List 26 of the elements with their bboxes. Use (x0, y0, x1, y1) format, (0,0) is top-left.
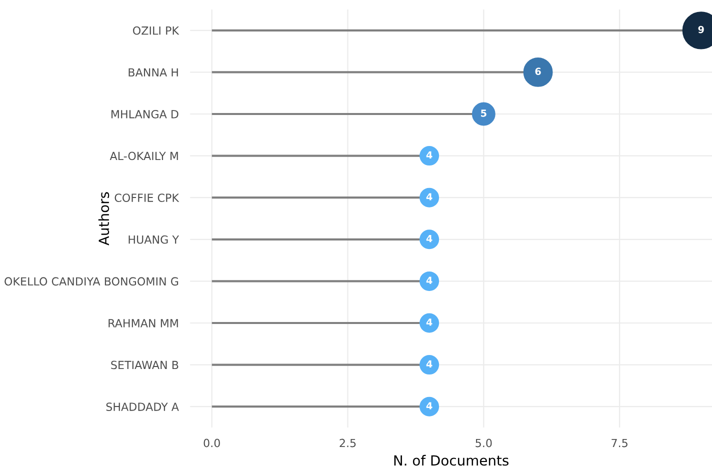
data-label: 9 (698, 26, 704, 34)
data-label: 4 (426, 402, 432, 410)
y-tick-label: AL-OKAILY M (110, 152, 178, 160)
y-tick-label: BANNA H (128, 68, 178, 76)
x-tick-label: 5.0 (476, 438, 492, 448)
data-label: 4 (426, 360, 432, 368)
x-tick-label: 7.5 (612, 438, 628, 448)
data-label: 4 (426, 234, 432, 242)
x-tick-label: 2.5 (340, 438, 356, 448)
data-label: 6 (535, 68, 541, 76)
data-label: 5 (481, 110, 486, 117)
y-tick-label: MHLANGA D (111, 110, 178, 118)
data-label: 4 (426, 318, 432, 326)
y-tick-label: RAHMAN MM (108, 319, 178, 328)
y-tick-label: SHADDADY A (106, 402, 179, 411)
x-axis-title: N. of Documents (394, 454, 508, 466)
data-label: 4 (426, 151, 432, 158)
y-tick-label: OKELLO CANDIYA BONGOMIN G (4, 277, 178, 286)
y-tick-label: HUANG Y (128, 235, 180, 244)
y-tick-label: OZILI PK (132, 26, 180, 35)
y-axis-title: Authors (98, 192, 110, 246)
x-tick-label: 0.0 (204, 438, 220, 448)
data-label: 4 (426, 276, 432, 284)
data-label: 4 (426, 193, 432, 200)
y-tick-label: SETIAWAN B (111, 360, 178, 370)
y-tick-label: COFFIE CPK (114, 194, 180, 202)
